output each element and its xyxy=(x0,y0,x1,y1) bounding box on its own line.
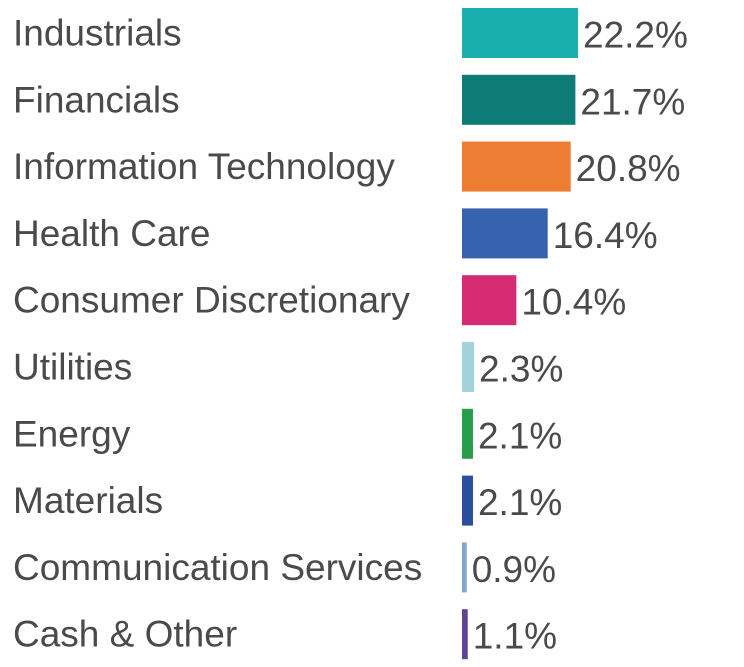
value-label-cash-and-other: 1.1% xyxy=(473,616,557,657)
category-label-materials: Materials xyxy=(13,480,163,521)
bar-cash-and-other xyxy=(462,609,468,660)
value-label-health-care: 16.4% xyxy=(553,215,658,256)
category-label-information-technology: Information Technology xyxy=(13,146,395,187)
bar-information-technology xyxy=(462,141,571,192)
value-label-materials: 2.1% xyxy=(478,482,562,523)
value-label-industrials: 22.2% xyxy=(583,15,688,56)
category-label-utilities: Utilities xyxy=(13,347,132,388)
bar-communication-services xyxy=(462,542,467,593)
category-label-industrials: Industrials xyxy=(13,13,182,54)
category-label-health-care: Health Care xyxy=(13,213,210,254)
category-labels: Industrials Financials Information Technol… xyxy=(13,13,422,655)
category-label-financials: Financials xyxy=(13,79,180,120)
bar-health-care xyxy=(462,208,548,259)
category-label-consumer-discretionary: Consumer Discretionary xyxy=(13,280,410,321)
category-label-communication-services: Communication Services xyxy=(13,547,422,588)
bar-utilities xyxy=(462,342,475,392)
bar-industrials xyxy=(462,8,578,58)
value-label-energy: 2.1% xyxy=(478,415,562,456)
bar-energy xyxy=(462,408,473,459)
category-label-energy: Energy xyxy=(13,413,131,454)
value-labels: 22.2% 21.7% 20.8% 16.4% 10.4% 2.3% 2.1% 2.1% 0.9… xyxy=(472,15,688,657)
bars xyxy=(462,8,578,660)
bar-materials xyxy=(462,475,473,526)
category-label-cash-and-other: Cash & Other xyxy=(13,614,237,655)
value-label-communication-services: 0.9% xyxy=(472,549,556,590)
value-label-information-technology: 20.8% xyxy=(576,148,681,189)
value-label-consumer-discretionary: 10.4% xyxy=(521,282,626,323)
bar-consumer-discretionary xyxy=(462,275,517,326)
value-label-financials: 21.7% xyxy=(580,81,685,122)
value-label-utilities: 2.3% xyxy=(479,349,563,390)
bar-financials xyxy=(462,74,576,125)
